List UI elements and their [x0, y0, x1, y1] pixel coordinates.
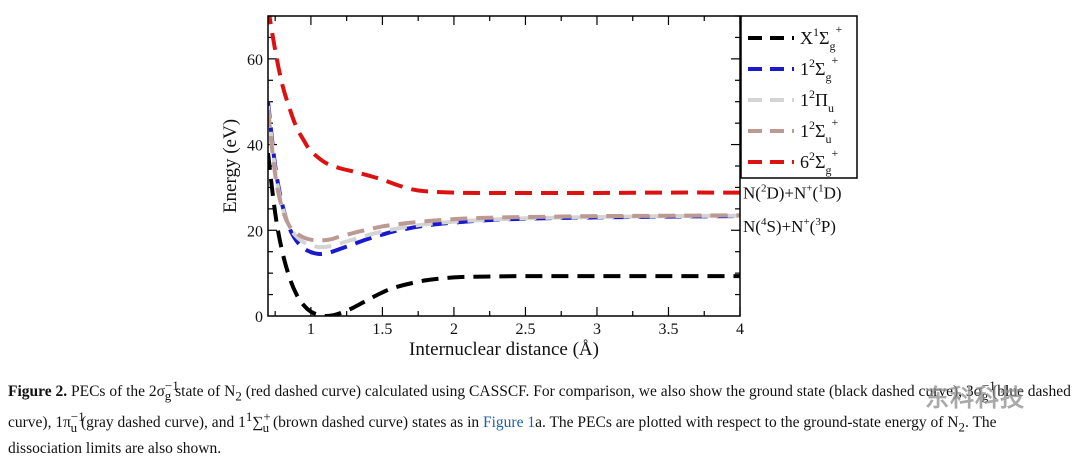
series-line-ground: [268, 152, 740, 316]
series-line-brown: [268, 110, 740, 243]
y-tick-label: 40: [247, 138, 263, 155]
x-tick-label: 4: [736, 321, 744, 338]
series-line-blue: [268, 101, 740, 256]
x-tick-label: 3.5: [658, 321, 678, 338]
watermark: 东科科技: [925, 384, 1025, 412]
limit-n4s: N(4S)+N+(3P): [743, 216, 836, 236]
caption-lead: Figure 2.: [8, 383, 68, 401]
legend-item-ground: X1Σg+: [748, 22, 842, 53]
series-line-red: [268, 16, 740, 196]
series-lines: [268, 16, 740, 316]
legend-box: [740, 15, 858, 179]
legend-label: X1Σg+: [800, 22, 842, 53]
legend-label: 12Πu: [800, 87, 834, 115]
legend-label: 12Σg+: [800, 53, 838, 84]
dissociation-limits: N(2D)+N+(1D) N(4S)+N+(3P): [743, 183, 842, 236]
legend-item-red: 62Σg+: [748, 146, 838, 177]
x-tick-label: 3: [593, 321, 601, 338]
legend-item-blue: 12Σg+: [748, 53, 838, 84]
x-axis-label: Internuclear distance (Å): [409, 339, 599, 360]
y-tick-label: 0: [255, 309, 263, 326]
figure-caption: Figure 2. PECs of the 2σ−1g state of N2 …: [8, 378, 1071, 457]
limit-n2d: N(2D)+N+(1D): [743, 183, 842, 203]
legend-item-brown: 12Σu+: [748, 115, 838, 146]
y-tick-label: 20: [247, 223, 263, 240]
plot-frame: [267, 15, 741, 317]
x-tick-label: 2: [450, 321, 458, 338]
y-axis-label: Energy (eV): [220, 119, 241, 213]
x-tick-label: 2.5: [515, 321, 535, 338]
legend-item-gray: 12Πu: [748, 87, 834, 115]
x-tick-label: 1.5: [372, 321, 392, 338]
series-line-gray: [268, 105, 740, 250]
figure-1-link[interactable]: Figure 1: [483, 414, 536, 432]
legend-label: 12Σu+: [800, 115, 838, 146]
y-tick-label: 60: [247, 52, 263, 69]
x-tick-label: 1: [307, 321, 315, 338]
legend-label: 62Σg+: [800, 146, 838, 177]
